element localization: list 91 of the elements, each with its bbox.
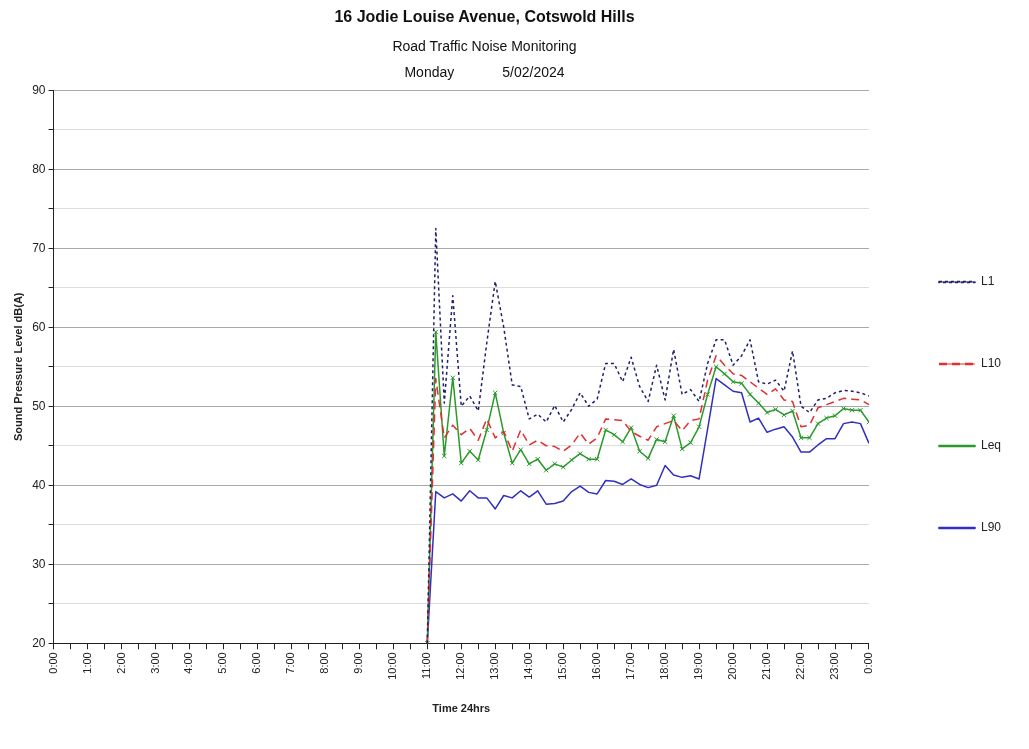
point [670, 413, 677, 419]
x-tick-label: 13:00 [488, 652, 501, 680]
point [458, 460, 464, 466]
point [645, 455, 651, 462]
x-tick-label: 11:00 [420, 652, 433, 679]
point [730, 379, 736, 385]
y-tick-label: 90 [32, 82, 46, 97]
point [628, 424, 634, 431]
x-tick-label: 1:00 [80, 652, 93, 674]
point [823, 415, 830, 421]
x-tick-label: 6:00 [250, 652, 263, 674]
legend-label: L10 [980, 356, 1002, 371]
text: Monday [404, 64, 455, 80]
point [509, 460, 515, 466]
point [441, 453, 447, 459]
point [450, 375, 456, 381]
point [849, 407, 855, 413]
x-tick-label: 16:00 [590, 652, 603, 680]
point [620, 439, 626, 445]
y-tick-label: 50 [32, 398, 46, 413]
y-tick-label: 80 [32, 161, 46, 176]
point [721, 371, 728, 377]
point [772, 406, 779, 413]
point [747, 391, 753, 398]
legend-label: L90 [980, 520, 1002, 535]
x-tick-label: 8:00 [318, 652, 331, 674]
point [611, 432, 617, 438]
y-tick-label: 40 [32, 477, 46, 492]
point [806, 435, 813, 441]
x-tick-label: 2:00 [114, 652, 127, 674]
point [569, 457, 575, 463]
y-tick-label: 30 [32, 556, 46, 571]
x-tick-label: 3:00 [148, 652, 161, 674]
point [433, 329, 439, 335]
y-tick-label: 60 [32, 319, 46, 334]
point [654, 436, 660, 443]
point [518, 447, 524, 453]
y-tick-label: 70 [32, 240, 46, 255]
point [798, 435, 804, 441]
point [857, 407, 864, 413]
point [586, 456, 592, 462]
x-tick-label: 21:00 [760, 652, 773, 680]
point [492, 390, 498, 396]
x-tick-label: 10:00 [386, 652, 399, 680]
point [467, 448, 473, 454]
point [603, 427, 609, 433]
point [637, 448, 643, 454]
x-tick-label: 9:00 [352, 652, 365, 674]
point [594, 456, 600, 462]
x-tick-label: 14:00 [522, 652, 535, 680]
point [815, 421, 821, 427]
legend-label: Leq [980, 438, 1002, 453]
legend-label: L1 [980, 274, 995, 289]
point [577, 451, 583, 457]
x-tick-label: 0:00 [46, 652, 59, 674]
x-tick-label: 19:00 [692, 652, 705, 680]
point [832, 413, 838, 419]
point [713, 364, 719, 370]
point [781, 412, 787, 418]
point [840, 405, 847, 412]
point [755, 400, 762, 406]
x-tick-label: 7:00 [284, 652, 297, 674]
y-tick-label: 20 [32, 635, 46, 650]
x-tick-label: 20:00 [726, 652, 739, 680]
x-tick-label: 5:00 [216, 652, 229, 674]
point [475, 457, 481, 463]
x-tick-label: 4:00 [182, 652, 195, 674]
x-tick-label: 17:00 [624, 652, 637, 680]
point [560, 464, 566, 470]
point [535, 456, 541, 462]
point [789, 408, 796, 414]
x-axis-title: Time 24hrs [432, 702, 491, 715]
point [764, 409, 770, 416]
chart-title: 16 Jodie Louise Avenue, Cotswold Hills [333, 8, 636, 26]
point [526, 461, 532, 467]
x-tick-label: 12:00 [454, 652, 467, 680]
y-axis-title: Sound Pressure Level dB(A) [11, 292, 24, 442]
x-tick-label: 22:00 [794, 652, 807, 680]
point [679, 446, 685, 452]
chart-subtitle: Road Traffic Noise Monitoring [391, 38, 578, 54]
point [552, 461, 558, 467]
x-tick-label: 18:00 [658, 652, 671, 680]
x-tick-label: 0:00 [862, 652, 875, 674]
point [738, 380, 745, 386]
point [484, 427, 490, 433]
text: 5/02/2024 [502, 64, 565, 80]
x-tick-label: 23:00 [828, 652, 841, 680]
point [696, 424, 702, 430]
point [704, 391, 711, 398]
x-tick-label: 15:00 [556, 652, 569, 680]
point [662, 439, 668, 445]
